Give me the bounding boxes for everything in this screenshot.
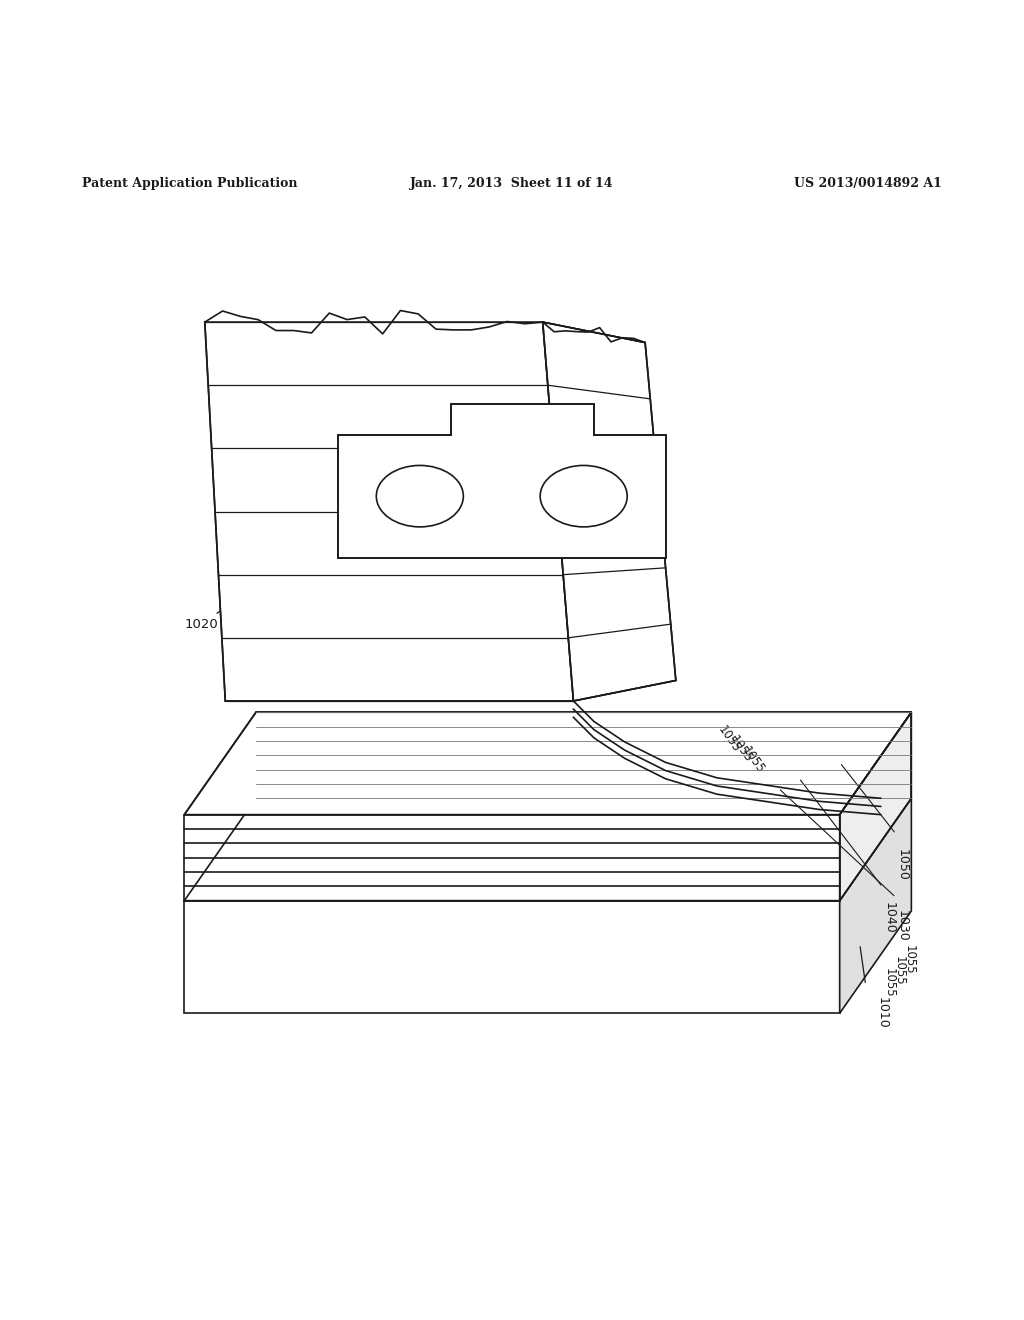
Text: 1010: 1010: [876, 998, 889, 1030]
Text: Patent Application Publication: Patent Application Publication: [82, 177, 297, 190]
Ellipse shape: [541, 466, 627, 527]
Polygon shape: [184, 900, 840, 1014]
Text: FIG 14: FIG 14: [732, 758, 791, 775]
Text: 1055: 1055: [883, 968, 896, 998]
Polygon shape: [840, 799, 911, 1014]
Polygon shape: [184, 713, 911, 814]
Text: 1050: 1050: [896, 849, 909, 880]
Text: 1055: 1055: [893, 957, 906, 986]
Text: 1055: 1055: [903, 945, 916, 975]
Text: Jan. 17, 2013  Sheet 11 of 14: Jan. 17, 2013 Sheet 11 of 14: [411, 177, 613, 190]
Text: 1030: 1030: [896, 911, 909, 942]
Polygon shape: [543, 322, 676, 701]
Text: 1055: 1055: [715, 723, 742, 755]
Ellipse shape: [376, 466, 463, 527]
Text: 1020: 1020: [184, 539, 326, 631]
Polygon shape: [205, 322, 573, 701]
Polygon shape: [338, 404, 666, 557]
Text: 1040: 1040: [883, 902, 896, 935]
Text: 1055: 1055: [739, 744, 767, 776]
Polygon shape: [184, 799, 911, 900]
Polygon shape: [840, 713, 911, 900]
Text: 1000: 1000: [251, 438, 285, 451]
Text: 1055: 1055: [727, 734, 755, 766]
Text: US 2013/0014892 A1: US 2013/0014892 A1: [795, 177, 942, 190]
